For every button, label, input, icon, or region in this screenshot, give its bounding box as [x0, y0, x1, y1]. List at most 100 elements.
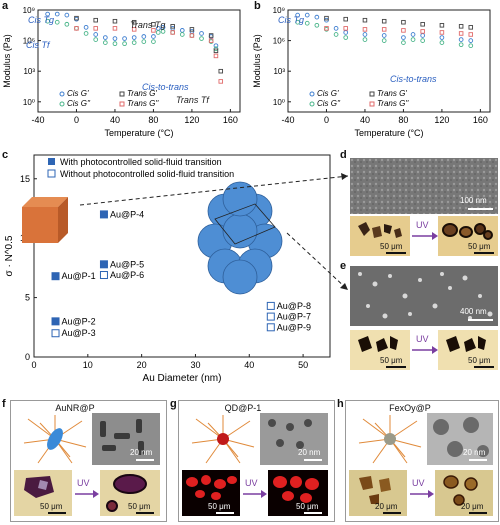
x-tick-label: 40 — [110, 115, 120, 125]
data-point — [51, 329, 60, 338]
data-point — [112, 26, 118, 31]
scale-bar-f-opt-2 — [136, 512, 154, 514]
data-point — [362, 32, 368, 37]
data-point — [420, 33, 426, 38]
scale-label-g-opt-1: 50 μm — [208, 502, 231, 511]
sem-texture-e — [350, 266, 498, 326]
y-tick-label: 10³ — [23, 67, 35, 76]
scale-label-d-opt-1: 50 μm — [380, 242, 403, 251]
scale-bar-h-opt-2 — [469, 512, 487, 514]
fluor-g-after — [273, 476, 319, 503]
data-point — [381, 33, 387, 38]
annotation: Cis Tg — [28, 15, 54, 25]
data-point — [112, 18, 118, 24]
uv-label-g: UV — [245, 478, 258, 488]
y-tick-label: 10⁹ — [273, 6, 285, 15]
scale-bar-g-opt-1 — [216, 512, 234, 514]
panel-f-title: AuNR@P — [55, 403, 95, 413]
optical-image-h-after: 20 μm — [435, 470, 493, 516]
data-point — [51, 317, 60, 326]
data-point — [401, 19, 406, 25]
optical-image-f-before: 50 μm — [14, 470, 72, 516]
panel-g-title: QD@P-1 — [224, 403, 262, 413]
uv-arrow-f — [75, 490, 99, 498]
data-point — [93, 37, 99, 42]
data-point — [189, 33, 195, 38]
optical-image-d-after: 50 μm — [438, 216, 498, 256]
data-point — [99, 260, 108, 269]
legend-label: Cis G'' — [317, 99, 341, 108]
data-point — [439, 23, 445, 28]
data-point — [458, 24, 464, 29]
data-point — [304, 12, 310, 18]
legend-marker-open — [47, 169, 56, 178]
particles-f-before — [24, 476, 54, 498]
scale-bar-e-opt-2 — [474, 366, 494, 368]
chart-c: 01020304050051015Au Diameter (nm)σ · N^0… — [4, 154, 331, 384]
cube-side — [58, 197, 68, 243]
legend-marker — [119, 101, 125, 107]
point-label: Au@P-6 — [110, 270, 144, 280]
annotation: Trans Tg — [130, 20, 165, 30]
legend-marker — [309, 91, 315, 97]
data-point — [458, 42, 464, 48]
data-point — [381, 38, 387, 43]
data-point — [83, 31, 89, 36]
cluster-frame — [214, 203, 276, 245]
x-tick-label: 80 — [398, 115, 408, 125]
data-point — [64, 21, 70, 27]
scale-label-f-em: 20 nm — [130, 448, 153, 457]
data-point — [141, 39, 147, 44]
scale-bar-f-opt-1 — [48, 512, 66, 514]
y-tick-label: 10⁰ — [23, 98, 35, 107]
data-point — [170, 30, 176, 35]
data-point — [343, 16, 348, 22]
data-point — [155, 30, 161, 35]
legend-label: Trans G' — [127, 89, 157, 98]
data-point — [213, 53, 219, 59]
data-point — [170, 24, 175, 29]
x-tick-label: 160 — [473, 115, 488, 125]
point-label: Au@P-7 — [277, 312, 311, 322]
scale-label-e-opt-2: 50 μm — [468, 356, 491, 365]
scale-bar-f-em — [136, 459, 154, 461]
data-point — [54, 19, 60, 25]
legend-label: Cis G'' — [67, 99, 91, 108]
data-point — [458, 31, 464, 36]
particles-h-before — [359, 476, 391, 504]
particles-e-before — [358, 336, 398, 352]
data-point — [420, 38, 426, 43]
sem-image-e: 400 nm — [350, 266, 498, 326]
y-tick-label: 0 — [25, 352, 30, 362]
scale-label-e-opt-1: 50 μm — [380, 356, 403, 365]
uv-label-d: UV — [416, 220, 429, 230]
annotation: Trans Tf — [176, 95, 210, 105]
annotation: Cis Tg — [278, 15, 304, 25]
plot-frame — [37, 9, 241, 113]
data-point — [401, 35, 406, 40]
panel-h-title: FexOy@P — [389, 403, 431, 413]
aunr-particle-cartoon — [23, 415, 87, 464]
data-point — [131, 27, 137, 32]
data-point — [189, 27, 195, 32]
data-point — [343, 30, 349, 35]
uv-label-f: UV — [77, 478, 90, 488]
data-point — [458, 37, 464, 42]
data-point — [468, 32, 474, 37]
legend-marker — [369, 101, 375, 107]
cube-top — [22, 197, 68, 207]
scale-label-h-em: 20 nm — [463, 448, 486, 457]
data-point — [102, 35, 108, 40]
x-tick-label: 0 — [31, 360, 36, 370]
x-tick-label: -40 — [31, 115, 44, 125]
data-point — [439, 30, 445, 35]
annotation: Cis-to-trans — [390, 74, 437, 84]
data-point — [54, 11, 60, 17]
data-point — [213, 48, 219, 54]
legend-label: Without photocontrolled solid-fluid tran… — [60, 169, 234, 179]
data-point — [439, 35, 445, 40]
data-point — [381, 27, 387, 32]
data-point — [362, 37, 368, 42]
data-point — [295, 12, 300, 18]
data-point — [362, 17, 368, 23]
